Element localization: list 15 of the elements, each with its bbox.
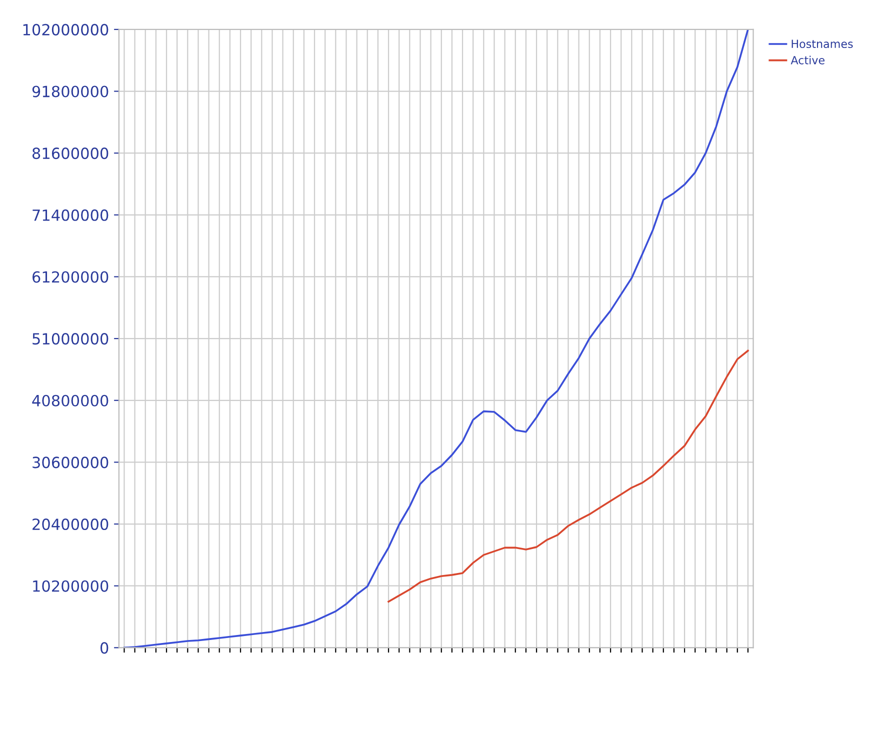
legend-label: Active bbox=[790, 56, 824, 64]
y-tick-label: 10200000 bbox=[33, 580, 108, 592]
line-series bbox=[388, 350, 749, 603]
y-tick-label: 40800000 bbox=[32, 394, 108, 406]
y-tick-label: 81600000 bbox=[32, 148, 108, 160]
y-tick-label: 71400000 bbox=[32, 209, 108, 221]
y-tick-label: 91800000 bbox=[32, 86, 108, 98]
y-tick-label: 0 bbox=[100, 642, 108, 654]
y-tick-label: 51000000 bbox=[32, 333, 108, 345]
y-tick-label: 30600000 bbox=[32, 456, 108, 468]
legend-label: Hostnames bbox=[792, 40, 853, 48]
y-tick-label: 102000000 bbox=[23, 24, 108, 36]
y-tick-label: 20400000 bbox=[32, 518, 108, 530]
y-tick-label: 61200000 bbox=[32, 271, 108, 283]
line-series bbox=[123, 29, 749, 648]
